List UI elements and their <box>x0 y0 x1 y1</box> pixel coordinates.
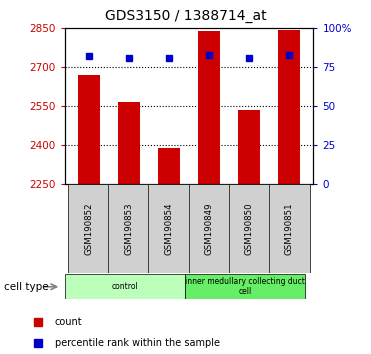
Text: percentile rank within the sample: percentile rank within the sample <box>55 338 220 348</box>
Bar <box>65 274 185 299</box>
Text: GSM190852: GSM190852 <box>85 202 93 255</box>
Text: GSM190853: GSM190853 <box>125 202 134 255</box>
Bar <box>78 75 100 184</box>
Text: GSM190851: GSM190851 <box>285 202 294 255</box>
Text: GDS3150 / 1388714_at: GDS3150 / 1388714_at <box>105 9 266 23</box>
Text: count: count <box>55 318 82 327</box>
Text: GSM190849: GSM190849 <box>205 202 214 255</box>
Text: GSM190850: GSM190850 <box>245 202 254 255</box>
Text: GSM190854: GSM190854 <box>165 202 174 255</box>
Text: control: control <box>112 282 138 291</box>
Bar <box>188 184 230 273</box>
Bar <box>68 184 110 273</box>
Bar <box>198 31 220 184</box>
Bar <box>278 30 301 184</box>
Bar <box>158 148 180 184</box>
Bar <box>118 102 140 184</box>
Bar <box>108 184 150 273</box>
Bar <box>269 184 310 273</box>
Text: cell type: cell type <box>4 282 48 292</box>
Bar <box>238 110 260 184</box>
Text: inner medullary collecting duct
cell: inner medullary collecting duct cell <box>186 277 305 296</box>
Bar <box>148 184 190 273</box>
Bar <box>185 274 305 299</box>
Bar <box>229 184 270 273</box>
